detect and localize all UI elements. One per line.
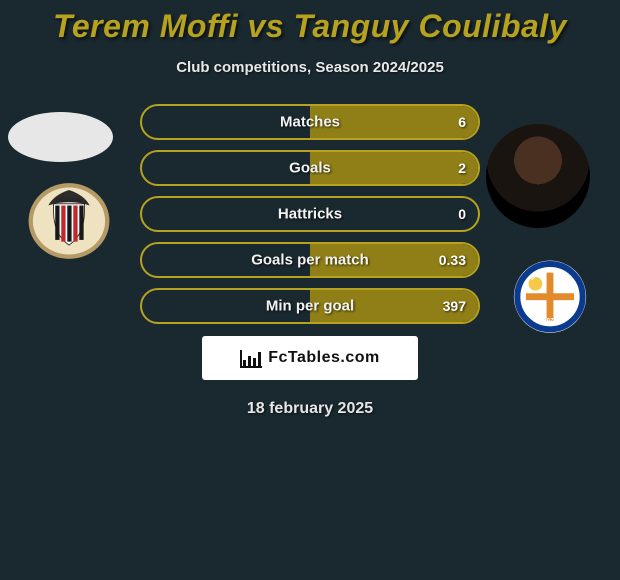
stat-right-value: 0 [458,206,466,222]
stat-right-value: 6 [458,114,466,130]
stat-label: Min per goal [266,298,354,315]
page-title: Terem Moffi vs Tanguy Coulibaly [0,0,620,45]
stat-label: Goals [289,160,331,177]
stat-bar: Goals 2 [140,150,480,186]
brand-box: FcTables.com [202,336,418,380]
stat-bar: Hattricks 0 [140,196,480,232]
stat-right-value: 2 [458,160,466,176]
stat-bars: Matches 6 Goals 2 Hattricks 0 Goals per match 0… [140,104,480,324]
stat-bar: Matches 6 [140,104,480,140]
date-text: 18 february 2025 [0,400,620,418]
stat-bar: Min per goal 397 [140,288,480,324]
stats-stage: Matches 6 Goals 2 Hattricks 0 Goals per match 0… [0,104,620,418]
stat-bar: Goals per match 0.33 [140,242,480,278]
bar-fill-right [310,152,478,184]
stat-right-value: 397 [443,298,466,314]
chart-icon-bars [243,352,261,366]
chart-icon [240,348,262,368]
stat-label: Matches [280,114,340,131]
brand-text: FcTables.com [268,349,380,367]
player2-name: Tanguy Coulibaly [293,8,567,44]
stat-right-value: 0.33 [439,252,466,268]
stat-label: Goals per match [251,252,369,269]
subtitle: Club competitions, Season 2024/2025 [0,59,620,76]
player1-name: Terem Moffi [53,8,238,44]
stat-label: Hattricks [278,206,342,223]
vs-text: vs [238,8,293,44]
